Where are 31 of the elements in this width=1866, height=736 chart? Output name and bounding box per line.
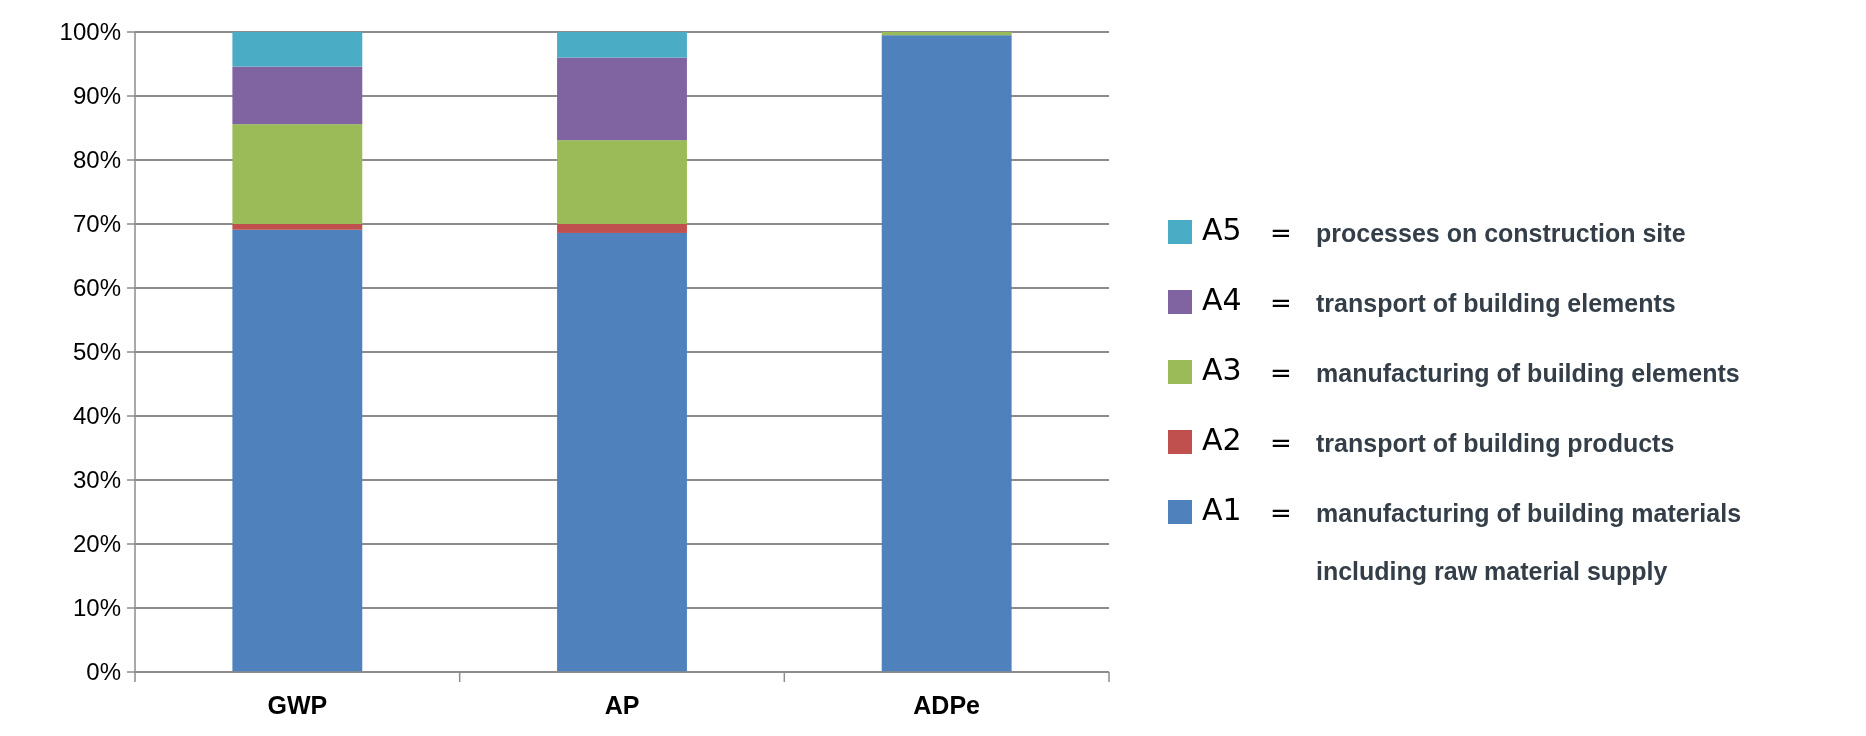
y-tick-label: 60% xyxy=(72,274,121,302)
text: A1 = manufacturing of building materials including raw material supply xyxy=(1202,492,1742,585)
bar xyxy=(232,32,363,67)
bar xyxy=(232,224,363,230)
bar xyxy=(557,232,687,672)
x-tick-label: AP xyxy=(604,691,640,719)
y-tick-label: 40% xyxy=(72,402,121,430)
legend-label: A4 = transport of building elements xyxy=(1202,282,1676,318)
y-tick-label: 20% xyxy=(72,530,121,558)
bar xyxy=(232,66,363,125)
y-tick-label: 10% xyxy=(72,594,121,622)
y-tick-label: 90% xyxy=(72,82,121,110)
bar xyxy=(557,140,687,224)
legend-label: A5 = processes on construction site xyxy=(1202,212,1686,248)
y-tick-label: 0% xyxy=(86,658,121,686)
x-tick-label: ADPe xyxy=(913,691,981,719)
y-tick-label: 100% xyxy=(59,18,121,46)
legend-label: A2 = transport of building products xyxy=(1202,422,1675,458)
bar xyxy=(557,57,687,141)
bar xyxy=(881,35,1012,672)
bar xyxy=(232,229,363,672)
y-tick-label: 70% xyxy=(72,210,121,238)
bar xyxy=(557,32,687,58)
bar xyxy=(881,32,1012,36)
bar xyxy=(557,224,687,233)
bar xyxy=(232,124,363,224)
legend-label: A3 = manufacturing of building elements xyxy=(1202,352,1740,388)
y-tick-label: 30% xyxy=(72,466,121,494)
x-tick-label: GWP xyxy=(267,691,328,719)
y-tick-label: 50% xyxy=(72,338,121,366)
y-tick-label: 80% xyxy=(72,146,121,174)
